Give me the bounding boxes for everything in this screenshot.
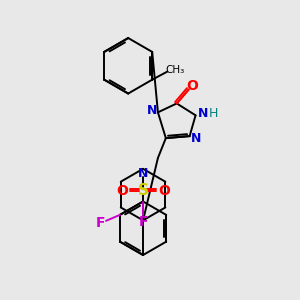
- Text: N: N: [138, 167, 148, 180]
- Text: N: N: [147, 104, 157, 117]
- Text: N: N: [190, 132, 201, 145]
- Text: O: O: [158, 184, 170, 198]
- Text: CH₃: CH₃: [165, 65, 184, 75]
- Text: F: F: [95, 216, 105, 230]
- Text: N: N: [198, 107, 209, 120]
- Text: O: O: [187, 79, 199, 93]
- Text: O: O: [116, 184, 128, 198]
- Text: S: S: [138, 183, 148, 198]
- Text: F: F: [138, 215, 148, 229]
- Text: H: H: [209, 107, 218, 120]
